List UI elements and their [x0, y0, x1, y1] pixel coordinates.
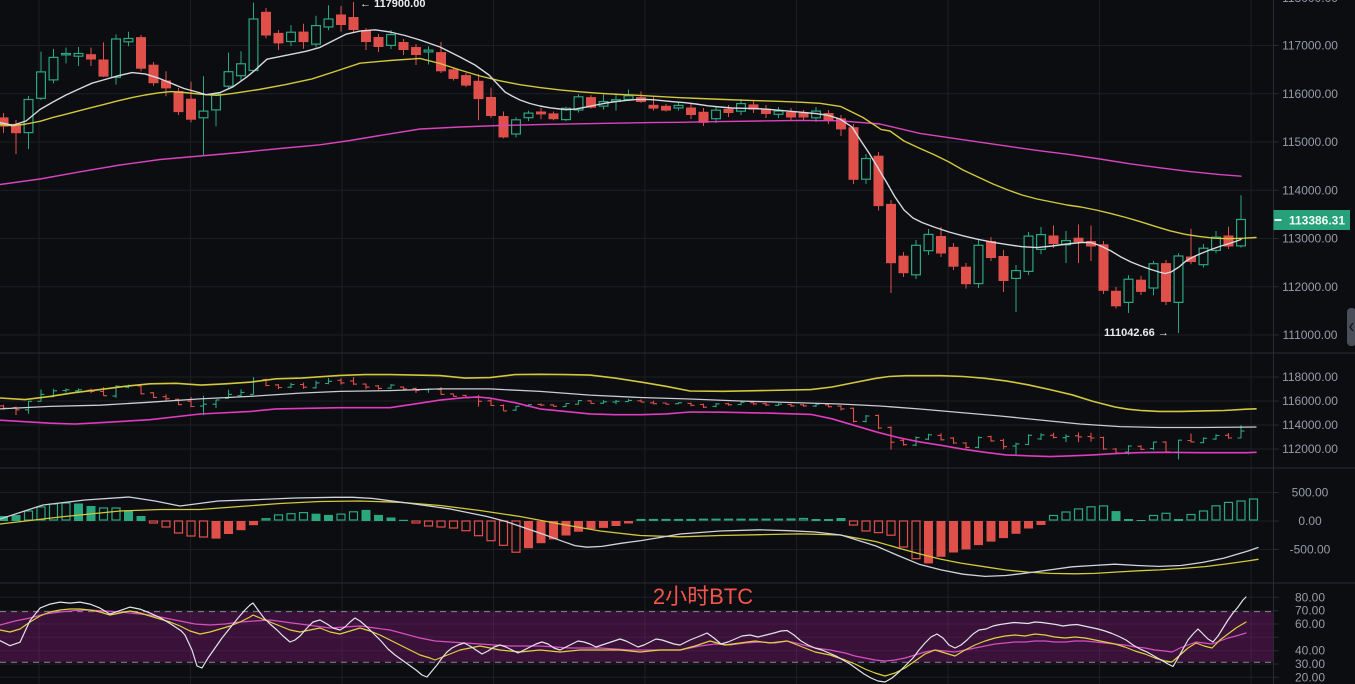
svg-text:80.00: 80.00 — [1295, 590, 1325, 604]
svg-text:118000.00: 118000.00 — [1282, 370, 1338, 384]
svg-text:112000.00: 112000.00 — [1282, 442, 1338, 456]
svg-text:113000.00: 113000.00 — [1282, 232, 1338, 246]
svg-text:30.00: 30.00 — [1295, 657, 1325, 671]
svg-text:113386.31: 113386.31 — [1289, 214, 1345, 228]
svg-text:-500.00: -500.00 — [1290, 543, 1331, 557]
svg-text:← 117900.00: ← 117900.00 — [360, 0, 425, 10]
svg-text:114000.00: 114000.00 — [1282, 183, 1338, 197]
svg-text:0.00: 0.00 — [1298, 514, 1322, 528]
svg-text:500.00: 500.00 — [1292, 486, 1329, 500]
svg-text:20.00: 20.00 — [1295, 670, 1325, 684]
svg-text:116000.00: 116000.00 — [1282, 87, 1338, 101]
svg-text:115000.00: 115000.00 — [1282, 135, 1338, 149]
svg-text:70.00: 70.00 — [1295, 604, 1325, 618]
svg-text:111042.66 →: 111042.66 → — [1104, 327, 1169, 339]
svg-text:117000.00: 117000.00 — [1282, 39, 1338, 53]
svg-text:114000.00: 114000.00 — [1282, 418, 1338, 432]
svg-text:2小时BTC: 2小时BTC — [653, 584, 753, 609]
svg-text:40.00: 40.00 — [1295, 644, 1325, 658]
svg-text:111000.00: 111000.00 — [1283, 328, 1338, 342]
svg-text:112000.00: 112000.00 — [1282, 280, 1338, 294]
svg-text:118000.00: 118000.00 — [1282, 0, 1338, 5]
svg-text:116000.00: 116000.00 — [1282, 394, 1338, 408]
svg-text:60.00: 60.00 — [1295, 617, 1325, 631]
